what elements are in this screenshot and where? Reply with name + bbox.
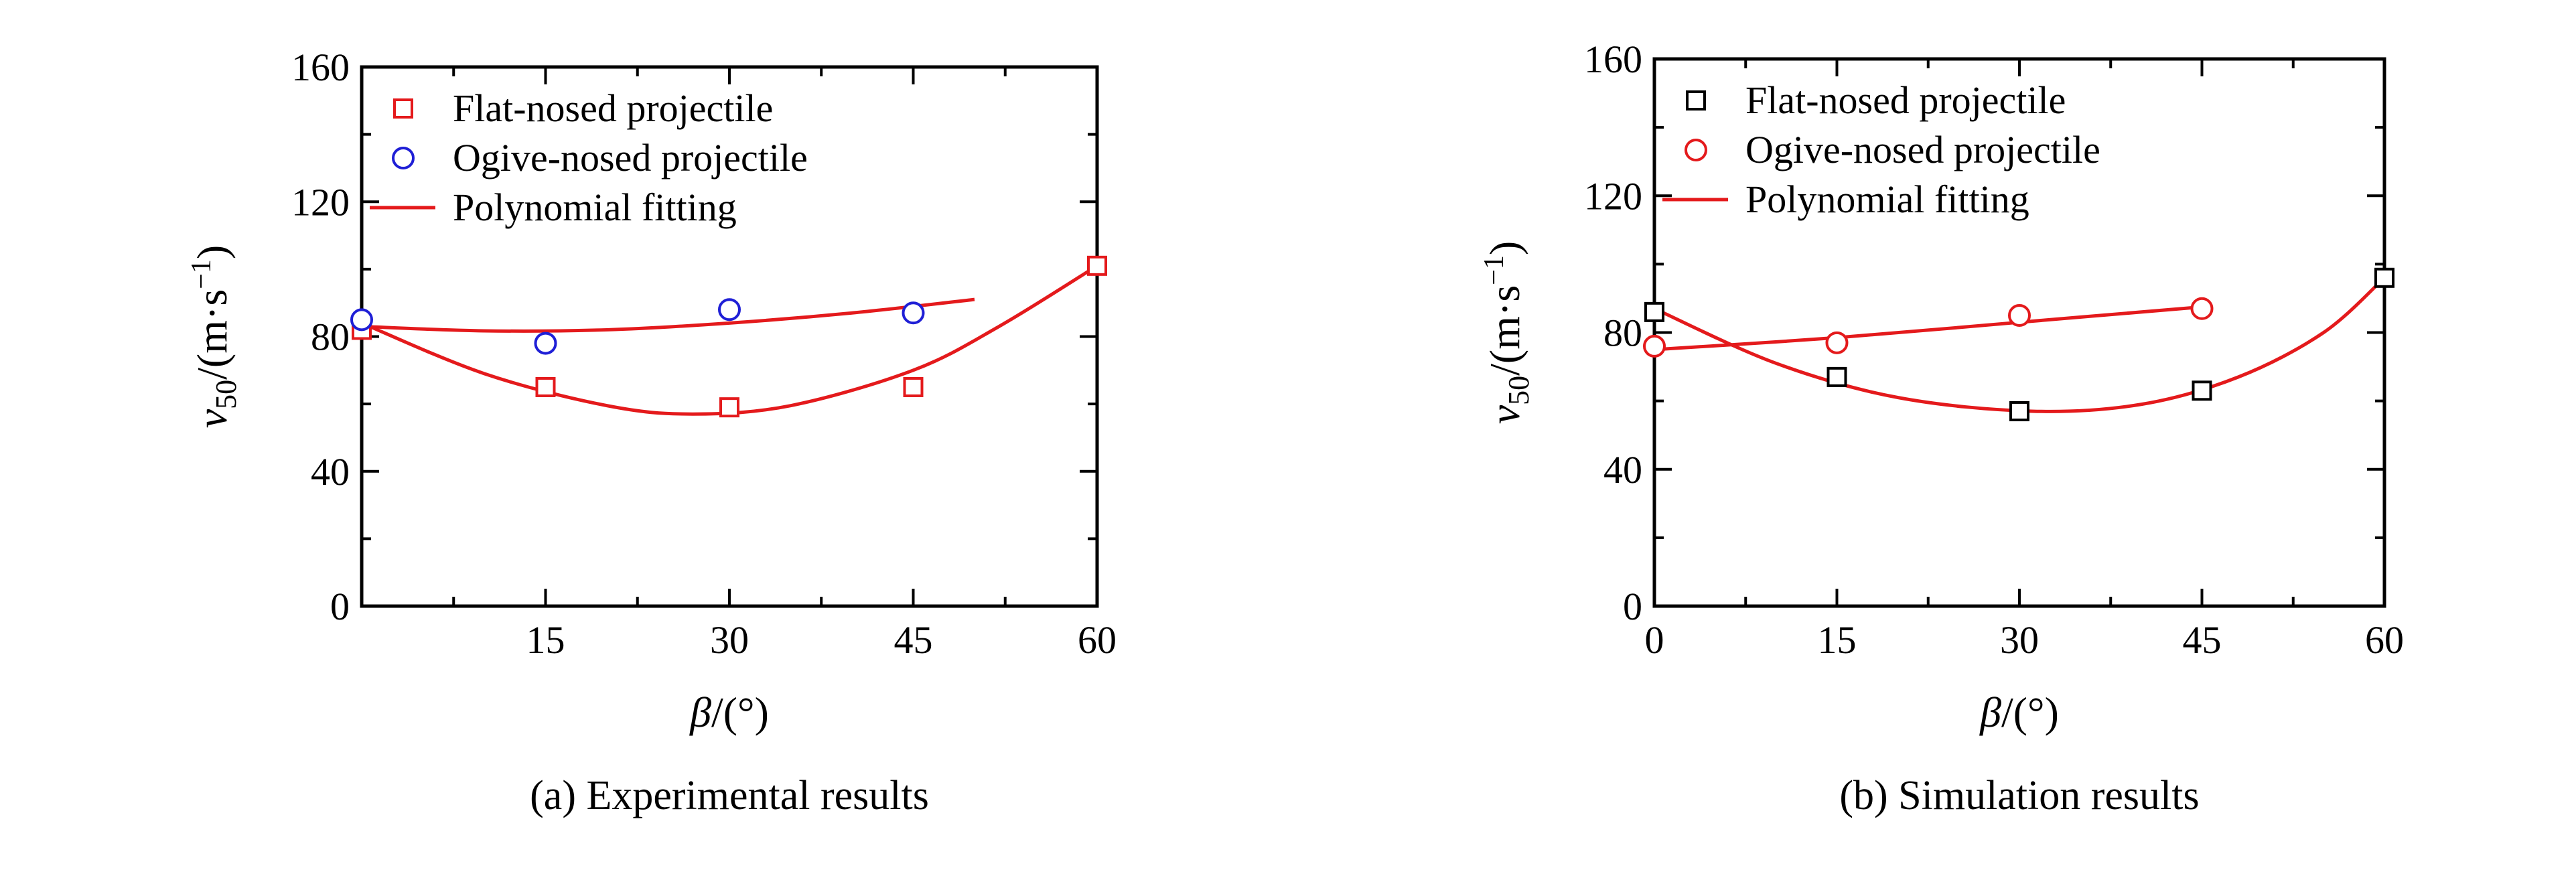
legend-label: Flat-nosed projectile: [1745, 78, 2066, 122]
y-tick-label: 80: [311, 315, 350, 359]
y-tick-label: 40: [1603, 448, 1642, 492]
legend-label: Polynomial fitting: [453, 186, 737, 229]
plot-area: [361, 264, 1098, 416]
data-point-square: [535, 376, 556, 397]
legend-marker-circle: [1685, 139, 1707, 161]
legend-label: Flat-nosed projectile: [453, 86, 773, 130]
x-tick-label: 15: [526, 618, 565, 662]
x-axis-label: β/(°): [1979, 688, 2059, 736]
panel-caption: (a) Experimental results: [530, 773, 929, 818]
y-axis-label: v50/(m·s−1): [186, 245, 242, 429]
y-tick-label: 0: [330, 585, 350, 628]
data-point-circle: [2190, 297, 2214, 320]
x-tick-label: 45: [2183, 618, 2222, 662]
data-point-circle: [902, 301, 925, 325]
legend-marker-square: [393, 98, 413, 119]
y-tick-label: 120: [1584, 174, 1642, 218]
x-axis-label: β/(°): [689, 688, 769, 736]
x-tick-label: 15: [1818, 618, 1857, 662]
fit-curve: [361, 264, 1098, 416]
data-point-square: [719, 397, 739, 418]
x-tick-label: 60: [2365, 618, 2404, 662]
x-tick-label: 0: [1645, 618, 1664, 662]
data-point-square: [903, 376, 924, 397]
x-tick-label: 30: [2000, 618, 2039, 662]
panel-caption: (b) Simulation results: [1839, 773, 2199, 818]
y-tick-label: 160: [291, 46, 350, 89]
data-point-circle: [534, 332, 557, 355]
y-tick-label: 120: [291, 180, 350, 224]
data-point-square: [1644, 301, 1664, 322]
x-tick-label: 60: [1078, 618, 1117, 662]
y-tick-label: 0: [1623, 585, 1642, 628]
fit-curve: [361, 297, 975, 333]
x-tick-label: 45: [894, 618, 933, 662]
data-point-circle: [350, 308, 373, 332]
data-point-square: [1827, 366, 1847, 387]
panel-a: 0 40 80 120 160 15 30 45 60 Flat-nosed projectile…: [186, 46, 1117, 818]
y-axis-label: v50/(m·s−1): [1479, 241, 1535, 425]
legend-marker-circle: [392, 147, 415, 169]
data-point-circle: [718, 298, 741, 321]
data-point-square: [2192, 380, 2212, 401]
legend-label: Polynomial fitting: [1745, 177, 2029, 221]
panel-b: 0 40 80 120 160 0 15 30 45 60 Flat-nosed projectil…: [1479, 38, 2404, 818]
plot-area: [1653, 276, 2386, 413]
fit-curve: [1653, 276, 2386, 413]
y-tick-label: 40: [311, 450, 350, 494]
x-tick-label: 30: [710, 618, 749, 662]
y-tick-label: 160: [1584, 38, 1642, 81]
data-point-circle: [1825, 331, 1849, 354]
data-point-square: [2374, 267, 2394, 288]
data-point-square: [2009, 401, 2029, 421]
data-point-square: [1087, 255, 1107, 276]
legend-label: Ogive-nosed projectile: [1745, 128, 2100, 171]
data-point-circle: [2008, 303, 2031, 327]
y-tick-label: 80: [1603, 311, 1642, 355]
legend-marker-square: [1686, 90, 1706, 111]
data-point-circle: [1643, 334, 1666, 358]
fit-curve: [1654, 305, 2202, 352]
legend-label: Ogive-nosed projectile: [453, 136, 808, 179]
